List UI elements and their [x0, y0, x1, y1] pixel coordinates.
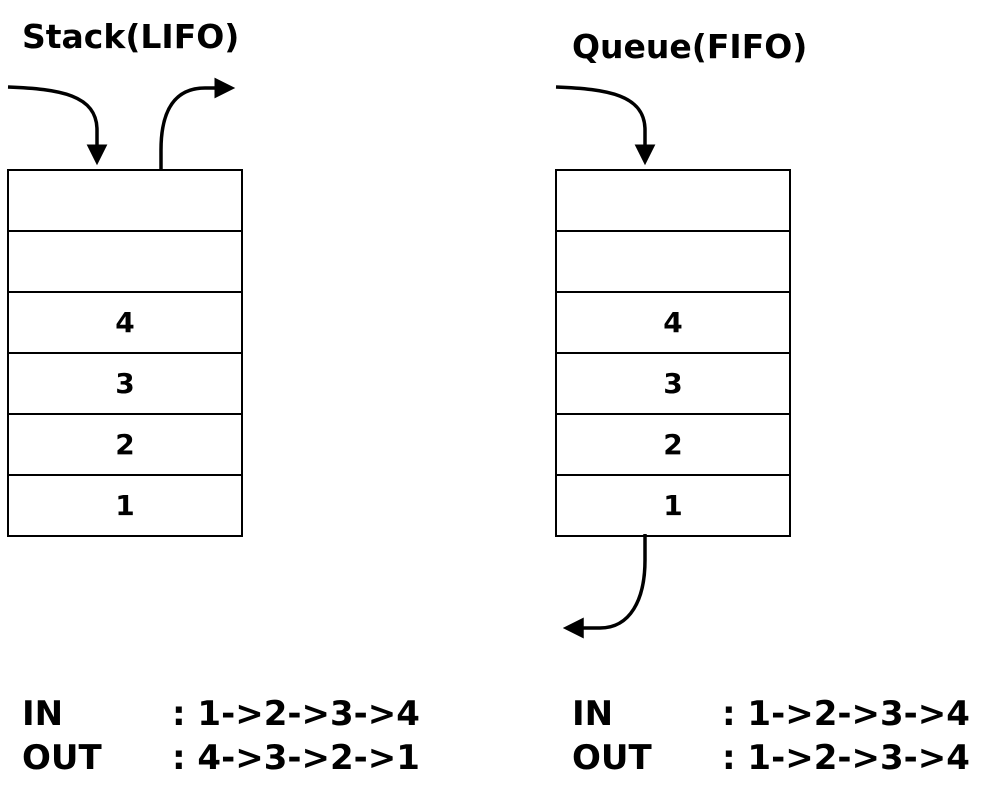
queue-dequeue-arrow — [562, 534, 647, 639]
stack-out-value: : 4->3->2->1 — [172, 738, 420, 778]
queue-in-value: : 1->2->3->4 — [722, 694, 970, 734]
queue-in-label: IN — [572, 694, 614, 734]
stack-title: Stack(LIFO) — [22, 17, 240, 56]
stack-cell: 1 — [9, 476, 241, 537]
queue-cell: 4 — [557, 293, 789, 354]
queue-enqueue-arrow — [555, 85, 656, 166]
stack-cell — [9, 171, 241, 232]
stack-cell: 4 — [9, 293, 241, 354]
stack-out-label: OUT — [22, 738, 102, 778]
queue-cell — [557, 232, 789, 293]
queue-out-label: OUT — [572, 738, 652, 778]
queue-out-value: : 1->2->3->4 — [722, 738, 970, 778]
queue-container: 4 3 2 1 — [555, 169, 791, 537]
stack-pop-arrow — [159, 77, 236, 169]
stack-in-label: IN — [22, 694, 64, 734]
stack-push-arrow — [7, 85, 108, 166]
queue-cell: 1 — [557, 476, 789, 537]
queue-title: Queue(FIFO) — [572, 27, 808, 66]
stack-cell — [9, 232, 241, 293]
stack-in-value: : 1->2->3->4 — [172, 694, 420, 734]
stack-cell: 3 — [9, 354, 241, 415]
stack-cell: 2 — [9, 415, 241, 476]
queue-cell — [557, 171, 789, 232]
stack-container: 4 3 2 1 — [7, 169, 243, 537]
queue-cell: 3 — [557, 354, 789, 415]
queue-cell: 2 — [557, 415, 789, 476]
